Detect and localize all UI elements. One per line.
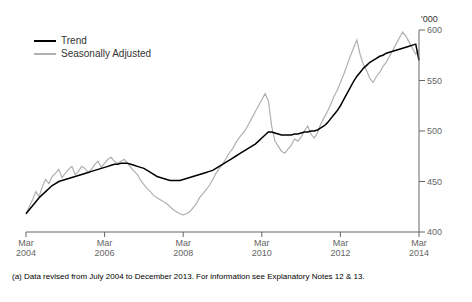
html-text:Trend: Trend bbox=[61, 35, 87, 46]
svg-text:550: 550 bbox=[427, 76, 442, 86]
svg-text:Mar2010: Mar2010 bbox=[252, 238, 272, 258]
svg-text:Mar2012: Mar2012 bbox=[330, 238, 350, 258]
svg-text:Mar2008: Mar2008 bbox=[173, 238, 193, 258]
svg-text:450: 450 bbox=[427, 177, 442, 187]
html-text:(a) Data revised from July 200: (a) Data revised from July 2004 to Decem… bbox=[12, 272, 365, 281]
html-text:'000: '000 bbox=[421, 14, 438, 24]
svg-text:Mar2014: Mar2014 bbox=[409, 238, 429, 258]
html-text:Seasonally Adjusted: Seasonally Adjusted bbox=[61, 48, 152, 59]
svg-text:600: 600 bbox=[427, 25, 442, 35]
svg-text:Mar2006: Mar2006 bbox=[95, 238, 115, 258]
svg-text:Mar2004: Mar2004 bbox=[16, 238, 36, 258]
svg-text:400: 400 bbox=[427, 227, 442, 237]
svg-text:500: 500 bbox=[427, 126, 442, 136]
